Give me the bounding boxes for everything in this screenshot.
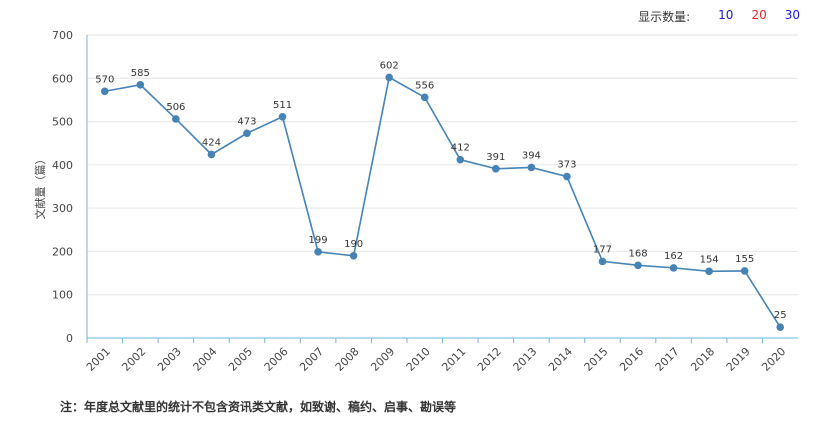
data-label: 556	[415, 80, 434, 91]
x-tick-label: 2011	[439, 345, 468, 374]
data-point	[172, 115, 180, 123]
display-count-label: 显示数量:	[638, 10, 691, 24]
data-label: 373	[557, 160, 576, 171]
data-point	[136, 80, 145, 89]
data-label: 177	[593, 244, 612, 255]
y-tick-label: 300	[52, 202, 73, 215]
series-line	[104, 76, 781, 328]
data-label: 570	[95, 74, 114, 85]
data-point	[598, 257, 607, 266]
data-label: 154	[700, 254, 719, 265]
data-point	[527, 163, 536, 172]
x-tick-label: 2008	[333, 345, 362, 374]
y-tick-label: 0	[66, 332, 73, 345]
data-label: 585	[131, 68, 150, 79]
x-tick-label: 2015	[582, 345, 611, 374]
footnote: 注：年度总文献里的统计不包含资讯类文献，如致谢、稿约、启事、勘误等	[60, 400, 457, 414]
data-point	[385, 73, 393, 82]
x-tick-label: 2002	[119, 345, 148, 374]
data-label: 391	[486, 152, 505, 163]
data-point	[492, 164, 500, 173]
data-point	[669, 264, 678, 272]
data-point	[634, 261, 642, 270]
data-label: 511	[273, 100, 292, 111]
data-label: 190	[344, 239, 363, 250]
data-point	[314, 248, 322, 256]
x-tick-label: 2014	[546, 345, 575, 374]
x-tick-label: 2007	[297, 345, 326, 374]
x-tick-label: 2004	[191, 345, 220, 374]
y-tick-label: 700	[52, 29, 73, 42]
data-point	[705, 267, 713, 276]
data-point	[243, 129, 251, 138]
x-tick-label: 2010	[404, 345, 433, 374]
x-tick-label: 2019	[724, 345, 753, 374]
x-tick-label: 2016	[617, 345, 646, 374]
x-tick-label: 2013	[511, 345, 540, 374]
y-tick-label: 100	[52, 289, 73, 302]
data-label: 424	[202, 137, 221, 148]
x-tick-label: 2017	[653, 345, 682, 374]
data-label: 506	[166, 102, 185, 113]
data-label: 473	[237, 116, 256, 127]
y-tick-label: 200	[52, 245, 73, 258]
x-tick-label: 2003	[155, 345, 184, 374]
data-label: 412	[451, 143, 470, 154]
data-point	[776, 323, 785, 331]
x-tick-label: 2018	[688, 345, 717, 374]
x-tick-label: 2012	[475, 345, 504, 374]
x-tick-label: 2005	[226, 345, 255, 374]
data-point	[740, 267, 749, 275]
data-point	[207, 150, 216, 159]
x-tick-label: 2020	[759, 345, 788, 374]
data-label: 162	[664, 251, 683, 262]
y-axis-title: 文献量（篇）	[33, 154, 47, 220]
data-point	[100, 87, 109, 96]
data-point	[278, 113, 287, 121]
data-label: 394	[522, 150, 541, 161]
count-option-10[interactable]: 10	[718, 8, 734, 22]
data-label: 168	[628, 248, 647, 259]
x-tick-label: 2009	[368, 345, 397, 374]
x-tick-label: 2001	[84, 345, 113, 374]
y-tick-label: 500	[52, 116, 73, 129]
data-point	[563, 172, 571, 181]
data-label: 199	[309, 235, 328, 246]
display-count-selector: 显示数量: 10 20 30	[638, 8, 800, 25]
data-label: 25	[774, 310, 787, 321]
data-point	[420, 93, 429, 102]
data-label: 602	[380, 60, 399, 71]
count-option-20[interactable]: 20	[751, 8, 767, 22]
y-tick-label: 600	[52, 72, 73, 85]
y-tick-label: 400	[52, 159, 73, 172]
data-point	[456, 155, 465, 164]
data-label: 155	[735, 254, 754, 265]
x-tick-label: 2006	[262, 345, 291, 374]
count-option-30[interactable]: 30	[784, 8, 800, 22]
data-point	[349, 251, 358, 260]
